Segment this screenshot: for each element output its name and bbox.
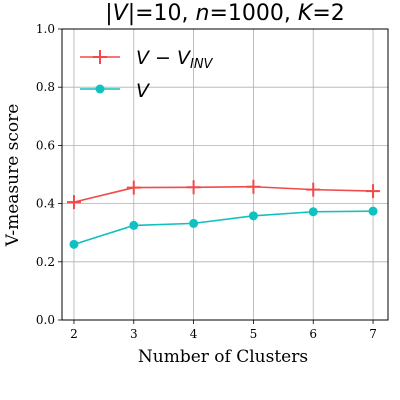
x-tick-label: 7 (369, 327, 377, 341)
data-point-plus (186, 180, 201, 195)
x-axis-label: Number of Clusters (138, 347, 308, 367)
chart-title: |V|=10, n=1000, K=2 (105, 1, 345, 26)
series-line-0 (73, 185, 374, 203)
data-point-plus (306, 182, 321, 197)
data-point-circle (368, 206, 378, 216)
data-point-circle (69, 239, 79, 249)
y-tick-label: 0.2 (36, 255, 55, 269)
data-point-circle (189, 218, 199, 228)
y-tick-label: 0.4 (36, 197, 55, 211)
data-point-circle (129, 220, 139, 230)
y-tick-label: 1.0 (36, 22, 55, 36)
y-tick-label: 0.8 (36, 80, 55, 94)
legend-marker-plus (93, 50, 107, 64)
legend: V − VINV V (80, 47, 214, 102)
data-point-circle (248, 211, 258, 221)
x-tick-label: 6 (309, 327, 317, 341)
data-point-plus (246, 179, 261, 194)
data-point-plus (66, 195, 81, 210)
data-point-plus (366, 184, 381, 199)
y-tick-label: 0.0 (36, 313, 55, 327)
legend-label-v-minus-vinv: V − VINV (136, 47, 214, 72)
x-tick-label: 5 (250, 327, 258, 341)
plot-frame (61, 28, 389, 321)
x-tick-label: 4 (190, 327, 198, 341)
y-axis-label: V-measure score (3, 104, 23, 248)
axis-ticks: 2 3 4 5 6 7 0.0 0.2 0.4 0.6 0.8 1.0 (36, 22, 377, 341)
x-tick-label: 2 (70, 327, 78, 341)
data-point-plus (126, 180, 141, 195)
series-layer (66, 179, 381, 249)
legend-label-v: V (136, 80, 151, 102)
y-tick-label: 0.6 (36, 138, 55, 152)
grid-lines (62, 28, 388, 321)
data-point-circle (308, 207, 318, 217)
series-line-1 (73, 210, 374, 246)
legend-marker-circle (95, 84, 105, 94)
x-tick-label: 3 (130, 327, 138, 341)
